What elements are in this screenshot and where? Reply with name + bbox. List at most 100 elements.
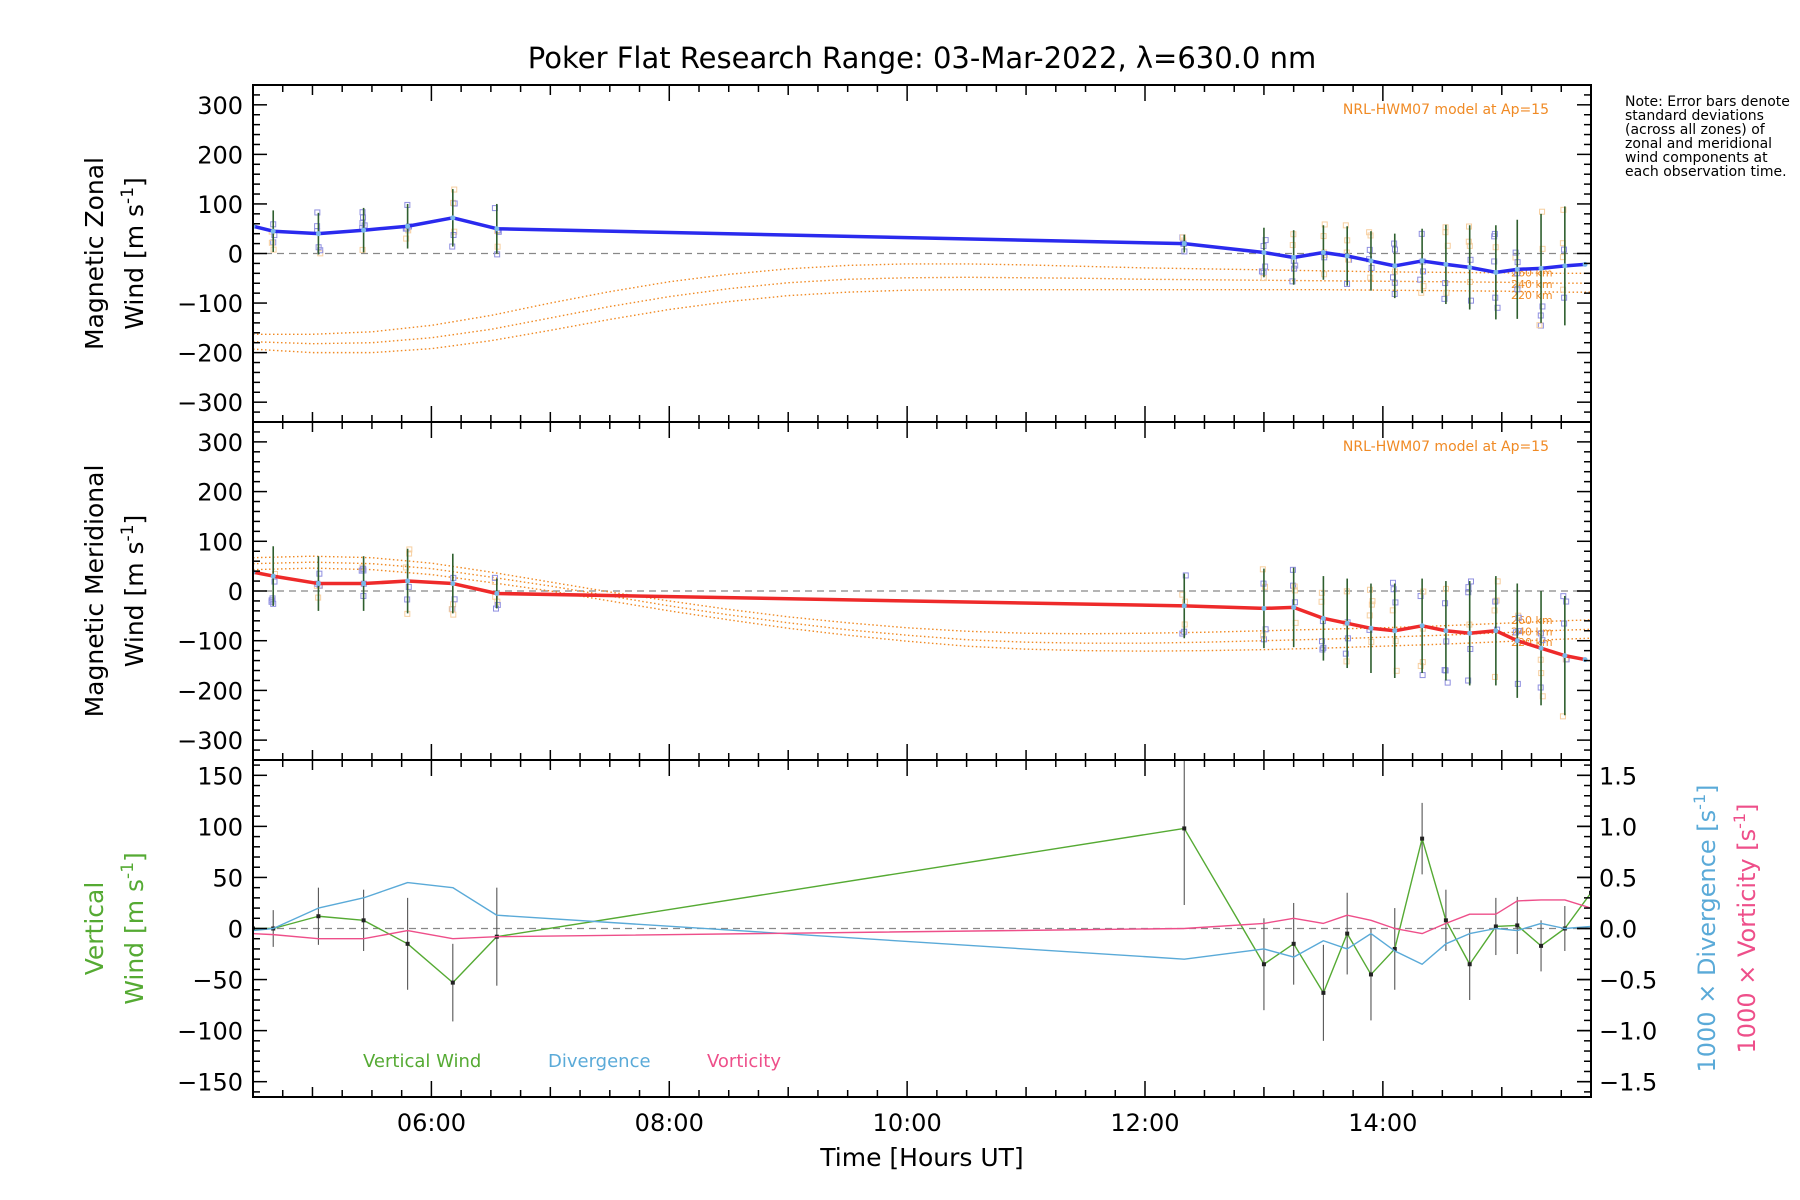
y-tick-label: 100 — [197, 191, 243, 219]
meridional-wind-point — [405, 578, 411, 584]
y2-tick-label: −1.0 — [1599, 1018, 1657, 1046]
zone-sample-marker — [1366, 586, 1373, 593]
y-tick-label: −100 — [177, 628, 243, 656]
zone-sample-marker — [491, 574, 498, 581]
zone-sample-marker — [314, 223, 321, 230]
zone-sample-marker — [1418, 289, 1425, 296]
y-axis-label-line2: Wind [m s-1] — [118, 177, 149, 330]
y-tick-label: 50 — [212, 864, 243, 892]
vertical-wind-point — [361, 918, 366, 923]
zonal-wind-point — [1493, 269, 1499, 275]
legend-vorticity: Vorticity — [707, 1051, 781, 1072]
zone-sample-marker — [359, 209, 366, 216]
zone-sample-marker — [1441, 295, 1448, 302]
meridional-wind-point — [1419, 623, 1425, 629]
zonal-wind-point — [1562, 263, 1568, 269]
zone-sample-marker — [268, 239, 275, 246]
zone-sample-marker — [1366, 612, 1373, 619]
zone-sample-marker — [1559, 713, 1566, 720]
zone-sample-marker — [1561, 246, 1568, 253]
zonal-wind-point — [1261, 250, 1267, 256]
zone-sample-marker — [1441, 667, 1448, 674]
zone-sample-marker — [494, 601, 501, 608]
vertical-wind-point — [1261, 962, 1266, 967]
zone-sample-marker — [1369, 598, 1376, 605]
vertical-wind-point — [1467, 962, 1472, 967]
zone-sample-marker — [405, 583, 412, 590]
zone-sample-marker — [1539, 303, 1546, 310]
zonal-wind-point — [1582, 261, 1588, 267]
zone-sample-marker — [402, 564, 409, 571]
legend-vertical-wind: Vertical Wind — [363, 1051, 481, 1072]
y-tick-label: 150 — [197, 762, 243, 790]
zone-sample-marker — [1342, 222, 1349, 229]
zone-sample-marker — [1560, 206, 1567, 213]
zonal-wind-point — [1291, 254, 1297, 260]
y-tick-label: 100 — [197, 528, 243, 556]
vertical-wind-line — [253, 827, 1591, 994]
y-tick-label: −100 — [177, 1018, 243, 1046]
zonal-wind-line — [253, 216, 1586, 275]
zonal-wind-point — [270, 228, 276, 234]
zone-sample-marker — [1512, 629, 1519, 636]
meridional-wind-point — [1320, 615, 1326, 621]
zone-sample-marker — [1262, 626, 1269, 633]
zonal-wind-point — [1467, 264, 1473, 270]
zone-sample-marker — [1259, 566, 1266, 573]
model-label: NRL-HWM07 model at Ap=15 — [1343, 439, 1549, 455]
meridional-wind-point — [1344, 620, 1350, 626]
zonal-wind-point — [1538, 265, 1544, 271]
vertical-wind-point — [1443, 918, 1448, 923]
vertical-wind-point — [1291, 941, 1296, 946]
meridional-wind-point — [1181, 603, 1187, 609]
x-tick-label: 12:00 — [1110, 1109, 1179, 1137]
zone-sample-marker — [359, 246, 366, 253]
vertical-wind-point — [1321, 990, 1326, 995]
meridional-wind-point — [1493, 628, 1499, 634]
zone-sample-marker — [1368, 601, 1375, 608]
legend-divergence: Divergence — [548, 1051, 651, 1072]
zone-sample-marker — [1560, 593, 1567, 600]
panel-frame — [252, 421, 1592, 761]
zone-sample-marker — [1515, 282, 1522, 289]
y2-tick-label: 0.5 — [1599, 864, 1637, 892]
zone-sample-marker — [451, 186, 458, 193]
zone-sample-marker — [1182, 572, 1189, 579]
zone-sample-marker — [1319, 646, 1326, 653]
meridional-wind-line — [253, 570, 1586, 662]
zone-sample-marker — [1262, 263, 1269, 270]
vorticity-line — [253, 899, 1591, 940]
zone-sample-marker — [316, 570, 323, 577]
model-curve-220km — [253, 288, 1591, 354]
meridional-wind-point — [315, 581, 321, 587]
y-tick-label: −50 — [192, 967, 243, 995]
zone-sample-marker — [1179, 234, 1186, 241]
model-curve-220km — [253, 567, 1591, 652]
y-tick-label: 300 — [197, 429, 243, 457]
meridional-wind-point — [1467, 630, 1473, 636]
meridional-wind-point — [1538, 645, 1544, 651]
divergence-line — [253, 881, 1591, 965]
y-axis-label-line1: Magnetic Zonal — [80, 157, 109, 350]
zone-sample-marker — [1465, 677, 1472, 684]
chart-title: Poker Flat Research Range: 03-Mar-2022, … — [528, 41, 1316, 75]
panel-frame — [252, 759, 1592, 1098]
model-alt-label: 220 km — [1511, 289, 1553, 302]
zone-sample-marker — [1289, 278, 1296, 285]
zone-sample-marker — [1539, 637, 1546, 644]
zone-sample-marker — [1491, 673, 1498, 680]
y-tick-label: −200 — [177, 340, 243, 368]
meridional-wind-point — [450, 581, 456, 587]
vertical-wind-point — [1515, 923, 1520, 928]
zone-sample-marker — [1536, 322, 1543, 329]
vertical-wind-point — [1345, 931, 1350, 936]
y2-axis-label-vorticity: 1000 × Vorticity [s-1] — [1730, 804, 1761, 1054]
y-axis-label-line1: Vertical — [80, 882, 109, 976]
error-bar-note: Note: Error bars denote standard deviati… — [1625, 94, 1790, 180]
zone-sample-marker — [1539, 208, 1546, 215]
zone-sample-marker — [1318, 638, 1325, 645]
